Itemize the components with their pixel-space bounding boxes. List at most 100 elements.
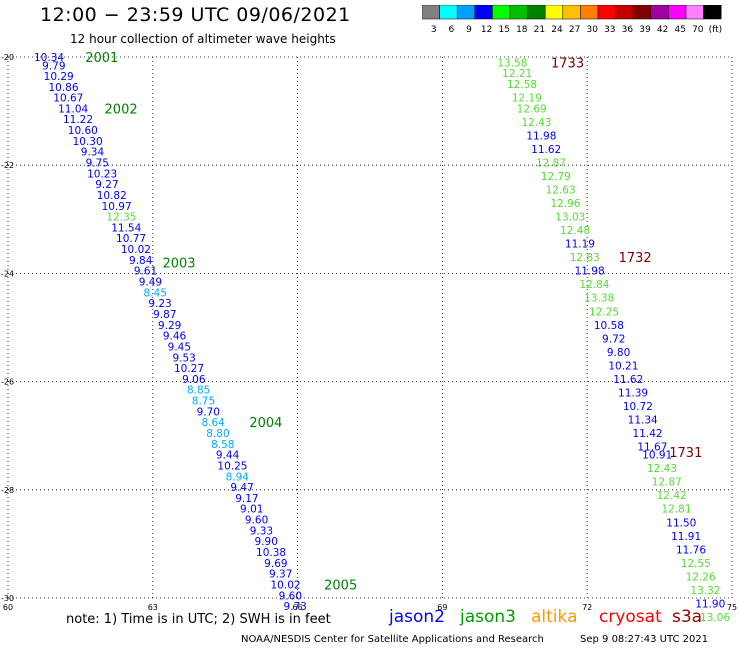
data-point-label: 12.43	[647, 463, 677, 475]
y-tick-label: -22	[1, 161, 14, 170]
data-point-label: 12.43	[521, 117, 551, 129]
data-point-label: 9.47	[230, 482, 253, 494]
data-point-label: 10.23	[87, 168, 117, 180]
data-point-label: 13.58	[497, 57, 527, 69]
data-point-label: 10.25	[217, 460, 247, 472]
colorbar-label: 36	[622, 25, 634, 35]
colorbar-label: 24	[551, 25, 563, 35]
y-tick-label: -26	[1, 378, 14, 387]
data-point-label: 9.33	[250, 525, 273, 537]
y-tick-label: -20	[1, 53, 14, 62]
data-point-label: 12.48	[560, 225, 590, 237]
data-point-label: 8.85	[187, 385, 210, 397]
data-point-label: 11.04	[58, 103, 88, 115]
x-tick-label: 60	[3, 603, 13, 612]
data-point-label: 12.96	[550, 198, 580, 210]
data-point-label: 9.17	[235, 493, 258, 505]
data-point-label: 10.82	[97, 190, 127, 202]
data-point-label: 10.58	[594, 320, 624, 332]
colorbar-label: 33	[604, 25, 615, 35]
data-point-label: 13.38	[584, 293, 614, 305]
data-point-label: 11.62	[531, 144, 561, 156]
data-point-label: 11.67	[637, 442, 667, 454]
colorbar-label: 70	[692, 25, 704, 35]
data-point-label: 9.23	[148, 298, 171, 310]
data-point-label: 9.60	[279, 590, 302, 602]
pass-number-annotation: 1731	[669, 446, 702, 461]
data-point-label: 10.86	[48, 82, 78, 94]
data-point-label: 10.77	[116, 233, 146, 245]
colorbar-label: (ft)	[709, 25, 723, 35]
data-point-label: 11.76	[676, 544, 706, 556]
pass-number-annotation: 2005	[324, 578, 357, 593]
data-point-label: 9.70	[197, 406, 220, 418]
data-point-label: 11.98	[526, 130, 556, 142]
data-point-label: 11.39	[618, 387, 648, 399]
data-point-label: 12.25	[589, 306, 619, 318]
colorbar-label: 30	[586, 25, 598, 35]
data-point-label: 9.80	[607, 347, 630, 359]
data-point-label: 12.79	[541, 171, 571, 183]
legend-cryosat: cryosat	[599, 607, 662, 627]
data-point-label: 12.35	[106, 212, 136, 224]
data-point-label: 10.30	[73, 136, 103, 148]
data-point-label: 11.22	[63, 114, 93, 126]
data-point-label: 9.60	[245, 515, 268, 527]
footer-credit: NOAA/NESDIS Center for Satellite Applica…	[241, 634, 544, 645]
data-point-label: 9.87	[153, 309, 176, 321]
footer-note: note: 1) Time is in UTC; 2) SWH is in fe…	[66, 612, 331, 627]
colorbar-label: 45	[674, 25, 685, 35]
data-point-label: 13.06	[700, 612, 730, 624]
page-subtitle: 12 hour collection of altimeter wave hei…	[70, 32, 336, 46]
data-point-label: 8.94	[226, 471, 250, 483]
data-point-label: 9.61	[134, 266, 157, 278]
footer-timestamp: Sep 9 08:27:43 UTC 2021	[580, 634, 709, 645]
data-point-label: 9.84	[129, 255, 153, 267]
data-point-label: 10.34	[34, 52, 64, 64]
data-point-label: 9.44	[216, 450, 240, 462]
data-point-label: 12.58	[507, 79, 537, 91]
data-point-label: 9.37	[269, 569, 292, 581]
data-point-label: 10.97	[102, 201, 132, 213]
data-point-label: 10.60	[68, 125, 98, 137]
colorbar-swatch	[703, 5, 722, 20]
data-point-label: 11.91	[671, 531, 701, 543]
data-point-label: 12.19	[512, 93, 542, 105]
colorbar-label: 3	[431, 25, 437, 35]
data-point-label: 9.49	[139, 277, 162, 289]
y-tick-label: -24	[1, 269, 14, 278]
pass-number-annotation: 2001	[85, 51, 118, 66]
colorbar-label: 6	[449, 25, 455, 35]
data-point-label: 11.19	[565, 239, 595, 251]
data-point-label: 10.27	[174, 363, 204, 375]
page-title: 12:00 − 23:59 UTC 09/06/2021	[40, 4, 351, 26]
data-point-label: 12.81	[661, 504, 691, 516]
data-point-label: 9.53	[172, 352, 195, 364]
data-point-label: 8.80	[206, 428, 229, 440]
data-point-label: 8.75	[192, 396, 215, 408]
x-tick-label: 75	[727, 603, 737, 612]
data-point-label: 10.91	[642, 450, 672, 462]
data-point-label: 11.62	[613, 374, 643, 386]
legend-jason3: jason3	[460, 607, 516, 627]
data-point-label: 12.26	[686, 571, 716, 583]
colorbar-label: 9	[466, 25, 472, 35]
x-tick-label: 72	[582, 603, 592, 612]
data-point-label: 8.64	[201, 417, 225, 429]
data-point-label: 9.45	[168, 341, 191, 353]
colorbar-label: 39	[639, 25, 651, 35]
data-point-label: 12.69	[517, 103, 547, 115]
data-point-label: 9.75	[86, 157, 109, 169]
pass-number-annotation: 1733	[551, 56, 584, 71]
data-point-label: 11.34	[628, 414, 658, 426]
pass-number-annotation: 2003	[162, 257, 195, 272]
x-tick-label: 69	[437, 603, 447, 612]
data-point-label: 10.38	[256, 547, 286, 559]
colorbar-label: 42	[657, 25, 668, 35]
data-point-label: 12.55	[681, 558, 711, 570]
data-point-label: 11.50	[666, 517, 696, 529]
data-point-label: 10.21	[608, 360, 638, 372]
data-point-label: 11.54	[111, 222, 141, 234]
data-point-label: 10.29	[44, 71, 74, 83]
data-point-label: 9.79	[42, 61, 65, 73]
